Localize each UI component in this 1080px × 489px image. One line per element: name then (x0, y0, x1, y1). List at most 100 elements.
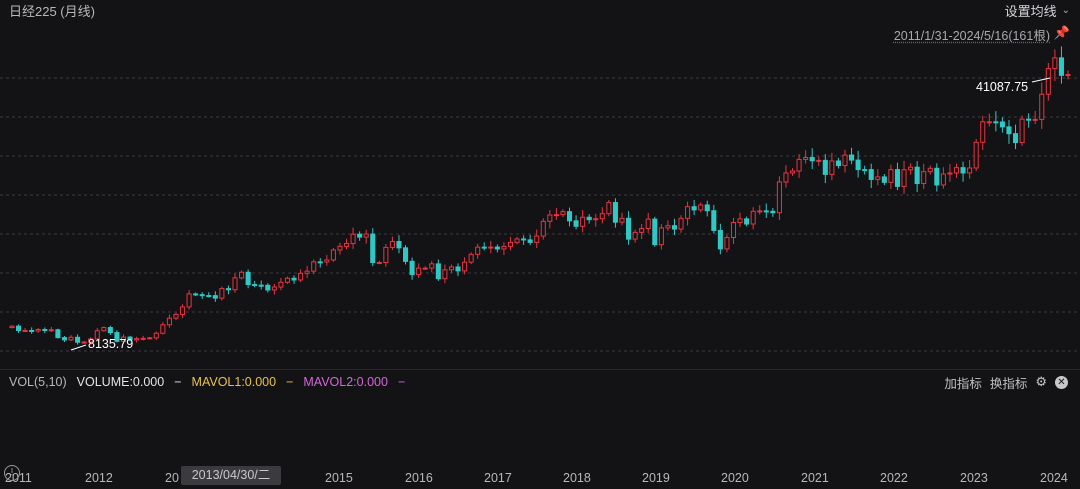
candle-body (776, 181, 782, 214)
candle-body (48, 329, 54, 332)
candle (894, 162, 900, 191)
candle (626, 211, 632, 245)
candle (862, 165, 868, 175)
candle-body (803, 157, 809, 160)
low-arrow (70, 344, 87, 351)
candle-body (127, 336, 133, 341)
candle-body (403, 247, 409, 262)
candle (855, 150, 861, 178)
candle-body (698, 204, 704, 211)
candle (1026, 113, 1032, 128)
gear-icon[interactable]: ⚙ (1035, 374, 1047, 389)
candle-body (671, 225, 677, 230)
candle-body (737, 218, 743, 224)
candle (330, 247, 336, 262)
candle-body (947, 172, 953, 175)
candle (239, 270, 245, 280)
candle-body (134, 338, 140, 341)
candle-body (448, 266, 454, 271)
candle (940, 167, 946, 189)
candle-body (271, 286, 277, 291)
switch-indicator-button[interactable]: 换指标 (989, 376, 1028, 391)
vol-indicator-name[interactable]: VOL(5,10) (9, 375, 67, 389)
add-indicator-button[interactable]: 加指标 (944, 376, 982, 391)
candle-body (927, 167, 933, 173)
mavol1-value: MAVOL1:0.000 (191, 375, 277, 389)
candle-body (35, 329, 41, 332)
candle (363, 229, 369, 244)
candle (514, 236, 520, 245)
candle (783, 165, 789, 188)
candle-body (685, 206, 691, 219)
low-value-label: 8135.79 (88, 337, 133, 351)
candle-body (337, 245, 343, 251)
candle (835, 157, 841, 169)
candle (134, 336, 140, 343)
candle (711, 204, 717, 234)
candle (22, 328, 28, 332)
candle-body (396, 240, 402, 249)
candle-body (1045, 68, 1051, 95)
candle (586, 214, 592, 224)
pin-icon[interactable]: 📌 (1053, 25, 1070, 40)
ma-settings-button[interactable]: 设置均线 ⌄ (1005, 1, 1070, 20)
candle-body (343, 243, 350, 247)
candle-body (153, 332, 159, 339)
candle-body (22, 329, 28, 332)
date-range-label[interactable]: 2011/1/31-2024/5/16(161根) (893, 29, 1050, 43)
candle-body (147, 337, 153, 340)
candle-body (999, 121, 1005, 128)
candle (153, 331, 159, 341)
candle-body (770, 210, 776, 214)
candle (284, 276, 291, 284)
candle-body (166, 317, 172, 326)
candle-body (612, 202, 618, 223)
candle (245, 269, 251, 289)
candle (809, 148, 815, 169)
candle-body (960, 167, 966, 174)
candle-body (140, 337, 146, 340)
candle (409, 257, 415, 280)
candle-body (553, 214, 559, 217)
mavol2-dash: − (397, 375, 406, 389)
candle (429, 260, 435, 273)
volume-dash: − (174, 375, 182, 389)
alert-icon[interactable]: ! (4, 465, 20, 481)
candle (68, 335, 74, 342)
x-tick-label: 2023 (960, 471, 988, 485)
candle-body (107, 327, 113, 334)
candle-body (481, 246, 487, 249)
close-icon[interactable]: ✕ (1055, 375, 1068, 389)
candle-body (1065, 74, 1071, 77)
candle (147, 336, 153, 340)
candle-body (619, 217, 625, 223)
candle-body (953, 167, 960, 174)
mavol1-dash: − (286, 375, 294, 389)
candle (507, 236, 514, 251)
candle (416, 263, 422, 279)
candle-body (416, 267, 422, 276)
candle-body (626, 217, 632, 240)
candle (927, 165, 933, 175)
candle (750, 207, 756, 230)
candle-body (468, 253, 474, 263)
candle (258, 280, 264, 290)
candle (1065, 70, 1071, 80)
candle-body (225, 288, 231, 291)
candle (501, 242, 507, 256)
candle (593, 213, 599, 227)
candle-body (298, 272, 304, 281)
candle-body (967, 167, 973, 174)
candle (691, 199, 697, 215)
candle-body (691, 206, 697, 211)
candle-body (750, 210, 756, 225)
candle-body (265, 284, 271, 291)
candle-body (934, 167, 940, 186)
candle-body (409, 260, 415, 276)
candle (757, 205, 763, 215)
candle (789, 168, 796, 176)
candle (1012, 124, 1019, 150)
candle-body (88, 338, 94, 343)
candle (953, 163, 960, 178)
